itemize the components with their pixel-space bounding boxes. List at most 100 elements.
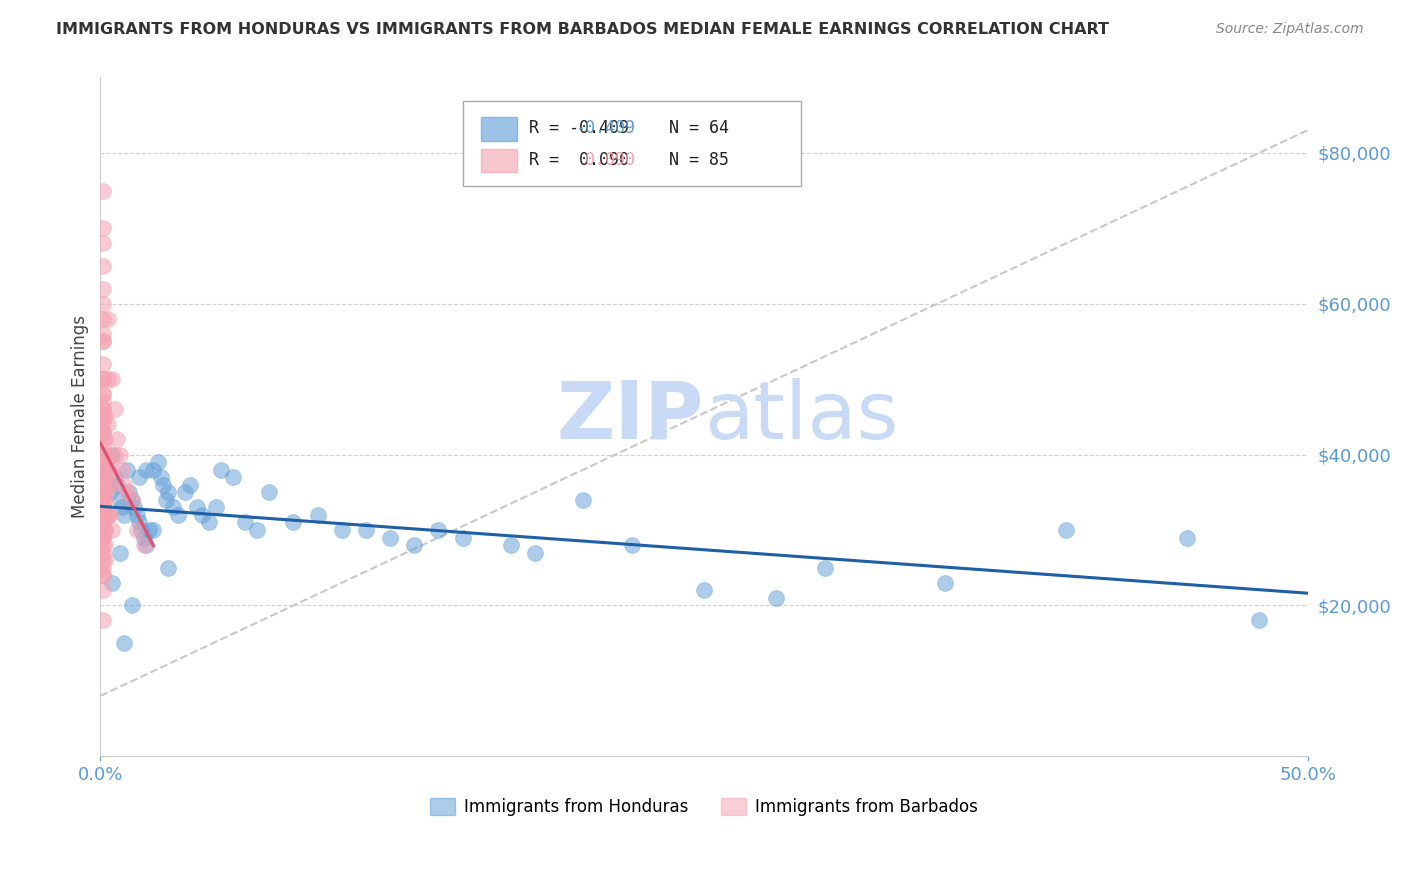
Point (94, 538, 117, 552)
Point (162, 500, 184, 515)
Point (91, 583, 114, 598)
Point (135, 538, 157, 552)
Point (186, 500, 208, 515)
Point (94, 463, 117, 477)
Point (118, 485, 141, 500)
Point (91, 568, 114, 582)
Point (98, 477, 121, 491)
Point (91, 311, 114, 326)
Point (98, 477, 121, 491)
Point (131, 523, 153, 537)
Point (94, 448, 117, 462)
Point (132, 538, 155, 552)
Point (91, 492, 114, 507)
Point (105, 477, 128, 491)
Point (121, 492, 143, 507)
Point (91, 425, 114, 439)
Point (91, 417, 114, 432)
Point (283, 516, 305, 530)
Point (620, 538, 643, 552)
Point (246, 523, 269, 537)
Point (98, 485, 121, 500)
Point (91, 523, 114, 537)
Point (91, 553, 114, 567)
Point (91, 296, 114, 310)
Point (94, 492, 117, 507)
Point (1175, 531, 1198, 545)
Point (121, 599, 143, 613)
Point (135, 463, 157, 477)
Point (427, 523, 450, 537)
Point (91, 334, 114, 349)
Point (94, 477, 117, 491)
Y-axis label: Median Female Earnings: Median Female Earnings (72, 316, 89, 518)
Point (111, 463, 134, 477)
Point (101, 463, 124, 477)
Point (101, 523, 124, 537)
Point (91, 546, 114, 560)
Point (693, 583, 716, 598)
Point (101, 372, 124, 386)
Point (91, 334, 114, 349)
Point (173, 485, 195, 500)
Point (451, 531, 474, 545)
Point (91, 568, 114, 582)
Point (108, 448, 131, 462)
Point (91, 184, 114, 198)
Point (91, 425, 114, 439)
Point (354, 523, 377, 537)
Point (155, 492, 177, 507)
Point (222, 470, 245, 484)
Point (378, 531, 401, 545)
Point (91, 492, 114, 507)
Point (91, 221, 114, 235)
Point (91, 372, 114, 386)
Point (404, 538, 426, 552)
Point (97, 372, 120, 386)
Point (108, 546, 131, 560)
Point (91, 433, 114, 447)
Point (91, 470, 114, 484)
Point (91, 508, 114, 522)
Legend: Immigrants from Honduras, Immigrants from Barbados: Immigrants from Honduras, Immigrants fro… (423, 791, 984, 822)
Point (94, 463, 117, 477)
Point (101, 575, 124, 590)
Point (91, 402, 114, 417)
Point (125, 523, 148, 537)
Point (104, 470, 127, 484)
Point (91, 394, 114, 409)
Point (115, 485, 138, 500)
Point (499, 538, 522, 552)
Point (814, 560, 837, 574)
Point (91, 236, 114, 251)
Point (572, 492, 595, 507)
Point (125, 508, 148, 522)
Point (91, 470, 114, 484)
Point (108, 492, 131, 507)
Point (114, 508, 136, 522)
Point (156, 560, 179, 574)
Text: R =  0.090    N = 85: R = 0.090 N = 85 (529, 152, 728, 169)
Point (98, 508, 121, 522)
Text: 0.090: 0.090 (575, 152, 634, 169)
Point (91, 372, 114, 386)
Text: IMMIGRANTS FROM HONDURAS VS IMMIGRANTS FROM BARBADOS MEDIAN FEMALE EARNINGS CORR: IMMIGRANTS FROM HONDURAS VS IMMIGRANTS F… (56, 22, 1109, 37)
Point (149, 470, 172, 484)
Point (91, 500, 114, 515)
Point (259, 485, 281, 500)
Point (91, 516, 114, 530)
Point (91, 448, 114, 462)
Point (104, 448, 127, 462)
Point (97, 508, 120, 522)
Point (97, 417, 120, 432)
Point (765, 591, 787, 605)
Point (98, 448, 121, 462)
Point (142, 523, 165, 537)
Point (94, 508, 117, 522)
Point (91, 560, 114, 574)
Point (91, 531, 114, 545)
Point (307, 508, 329, 522)
Point (91, 282, 114, 296)
Point (91, 440, 114, 454)
Point (97, 463, 120, 477)
